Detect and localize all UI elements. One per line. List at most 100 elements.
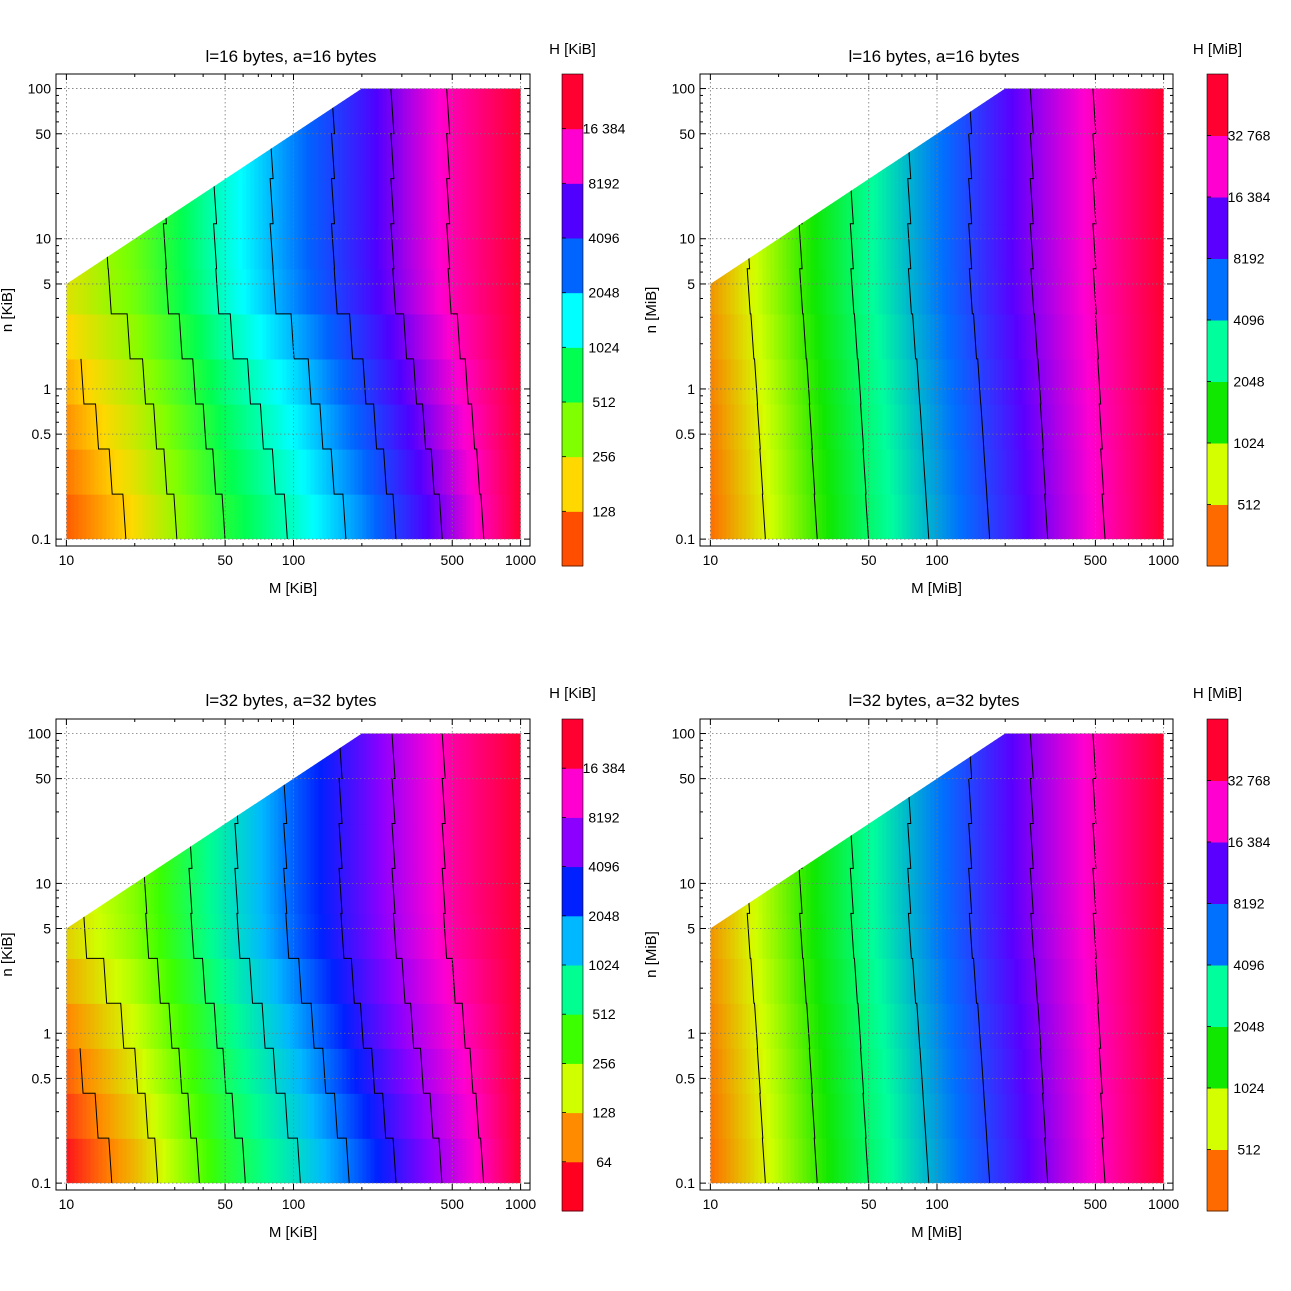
heatmap-cell (846, 1093, 851, 1139)
heatmap-cell (738, 1003, 743, 1049)
heatmap-cell (930, 778, 935, 825)
heatmap-cell (942, 133, 947, 180)
heatmap-cell (478, 733, 483, 780)
heatmap-cell (254, 88, 259, 135)
heatmap-cell (510, 313, 515, 360)
heatmap-cell (334, 449, 339, 495)
heatmap-cell (778, 358, 783, 405)
heatmap-cell (1054, 449, 1059, 495)
heatmap-cell (730, 178, 735, 225)
heatmap-cell (862, 778, 867, 825)
heatmap-cell (470, 1048, 475, 1094)
heatmap-cell (358, 958, 363, 1004)
heatmap-cell (878, 958, 883, 1004)
heatmap-cell (858, 1003, 863, 1049)
heatmap-cell (798, 358, 803, 405)
heatmap-cell (1154, 913, 1159, 959)
heatmap-cell (82, 1093, 87, 1139)
heatmap-cell (1154, 1003, 1159, 1049)
heatmap-cell (210, 313, 215, 360)
heatmap-cell (434, 823, 439, 870)
heatmap-cell (318, 958, 323, 1004)
heatmap-cell (770, 1093, 775, 1139)
heatmap-cell (1110, 823, 1115, 870)
heatmap-cell (482, 1093, 487, 1139)
heatmap-cell (1034, 178, 1039, 225)
heatmap-cell (274, 223, 279, 270)
heatmap-cell (218, 403, 223, 450)
heatmap-cell (1118, 778, 1123, 825)
heatmap-cell (206, 449, 211, 495)
heatmap-cell (1150, 958, 1155, 1004)
heatmap-cell (134, 268, 139, 315)
heatmap-cell (398, 88, 403, 135)
heatmap-cell (502, 358, 507, 405)
heatmap-cell (1098, 223, 1103, 270)
heatmap-cell (966, 913, 971, 959)
heatmap-cell (310, 268, 315, 315)
heatmap-cell (238, 494, 243, 540)
heatmap-cell (722, 778, 727, 825)
heatmap-cell (162, 449, 167, 495)
heatmap-cell (218, 494, 223, 540)
heatmap-cell (398, 1048, 403, 1094)
heatmap-cell (258, 1138, 263, 1184)
heatmap-cell (322, 733, 327, 780)
y-tick-label: 5 (43, 921, 51, 937)
heatmap-cell (270, 223, 275, 270)
heatmap-cell (1130, 268, 1135, 315)
heatmap-cell (1150, 268, 1155, 315)
heatmap-cell (482, 358, 487, 405)
heatmap-cell (946, 494, 951, 540)
heatmap-cell (942, 868, 947, 914)
heatmap-cell (354, 449, 359, 495)
heatmap-cell (738, 823, 743, 870)
heatmap-cell (126, 358, 131, 405)
heatmap-cell (314, 913, 319, 959)
heatmap-cell (194, 1003, 199, 1049)
heatmap-cell (170, 823, 175, 870)
heatmap-cell (834, 403, 839, 450)
heatmap-cell (722, 868, 727, 914)
heatmap-cell (746, 223, 751, 270)
heatmap-cell (842, 223, 847, 270)
heatmap-cell (246, 1003, 251, 1049)
contour-line (391, 733, 443, 1184)
heatmap-cell (430, 733, 435, 780)
heatmap-cell (766, 403, 771, 450)
heatmap-cell (1042, 913, 1047, 959)
heatmap-cell (1046, 778, 1051, 825)
heatmap-cell (190, 1003, 195, 1049)
heatmap-cell (918, 178, 923, 225)
heatmap-cell (902, 223, 907, 270)
heatmap-cell (318, 268, 323, 315)
heatmap-cell (78, 403, 83, 450)
heatmap-cell (854, 868, 859, 914)
heatmap-cell (974, 868, 979, 914)
heatmap-cell (994, 778, 999, 825)
heatmap-cell (870, 268, 875, 315)
heatmap-cell (1090, 494, 1095, 540)
heatmap-cell (310, 358, 315, 405)
heatmap-cell (1086, 178, 1091, 225)
heatmap-cell (1118, 313, 1123, 360)
heatmap-cell (886, 223, 891, 270)
heatmap-cell (710, 358, 715, 405)
heatmap-cell (346, 133, 351, 180)
heatmap-cell (254, 494, 259, 540)
heatmap-cell (514, 358, 519, 405)
heatmap-cell (238, 1138, 243, 1184)
heatmap-cell (130, 823, 135, 870)
heatmap-cell (1126, 449, 1131, 495)
heatmap-cell (430, 268, 435, 315)
heatmap-cell (946, 268, 951, 315)
heatmap-cell (1094, 1138, 1099, 1184)
heatmap-cell (378, 403, 383, 450)
heatmap-cell (994, 1003, 999, 1049)
heatmap-cell (450, 449, 455, 495)
heatmap-cell (66, 268, 71, 315)
colorbar-tick-label: 2048 (588, 285, 619, 301)
heatmap-cell (378, 88, 383, 135)
heatmap-cell (806, 823, 811, 870)
heatmap-cell (70, 313, 75, 360)
